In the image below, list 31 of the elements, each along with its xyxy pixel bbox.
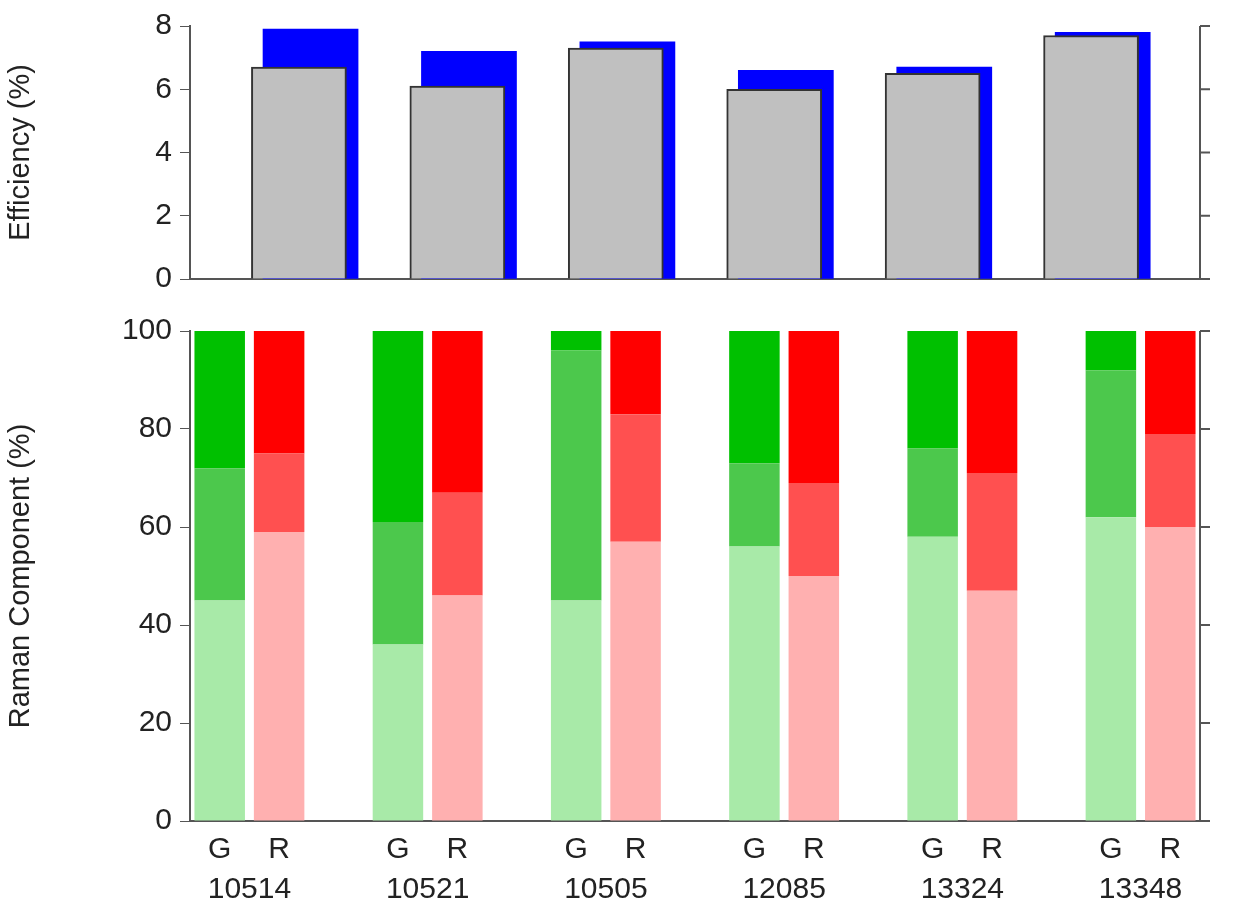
y-tick-label: 8 <box>155 7 172 41</box>
y-tick-label: 100 <box>121 312 172 346</box>
x-tick-label: G <box>564 831 588 865</box>
y-tick-label: 60 <box>138 508 172 542</box>
text: 12085 <box>742 871 826 905</box>
text: 10514 <box>207 871 292 905</box>
y-axis-title: Raman Component (%) <box>3 423 36 729</box>
y-axis-title: Efficiency (%) <box>3 64 36 241</box>
x-tick-label: G <box>742 831 767 865</box>
x-tick-label: G <box>208 831 232 865</box>
y-tick-label: 20 <box>138 704 172 738</box>
x-tick-label: R <box>624 831 647 865</box>
x-tick-label: R <box>1159 831 1182 865</box>
y-tick-label: 0 <box>155 260 172 294</box>
text: 10505 <box>564 871 648 905</box>
y-tick-label: 2 <box>155 197 172 231</box>
x-tick-label: R <box>981 831 1003 865</box>
text: 13324 <box>920 871 1005 905</box>
text: 13348 <box>1098 871 1183 905</box>
y-tick-label: 4 <box>155 133 172 167</box>
y-tick-label: 80 <box>138 410 172 444</box>
y-tick-label: 6 <box>155 70 172 104</box>
x-tick-label: R <box>802 831 825 865</box>
y-tick-label: 40 <box>138 606 172 640</box>
x-tick-label: G <box>920 831 945 865</box>
x-tick-label: R <box>446 831 469 865</box>
x-tick-label: G <box>1099 831 1123 865</box>
y-tick-label: 0 <box>155 802 172 836</box>
x-tick-label: G <box>386 831 410 865</box>
text: 10521 <box>385 871 470 905</box>
x-tick-label: R <box>268 831 290 865</box>
